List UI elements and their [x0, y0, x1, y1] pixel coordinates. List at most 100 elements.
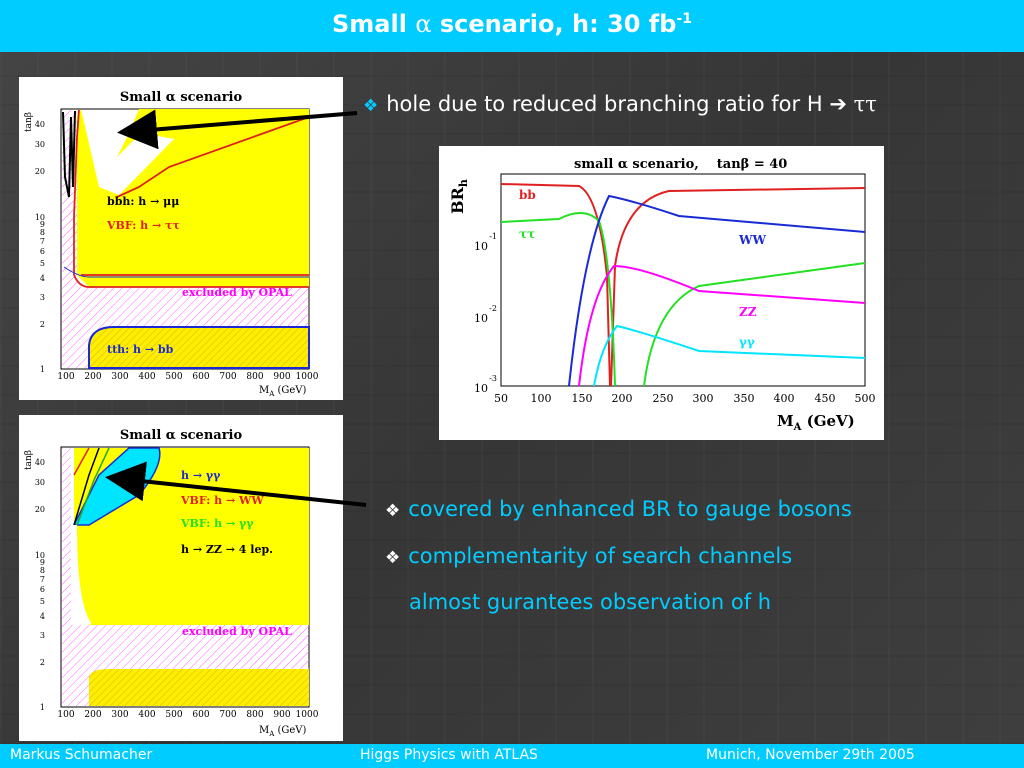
svg-text:7: 7	[40, 237, 45, 246]
svg-text:800: 800	[246, 372, 263, 382]
svg-text:-1: -1	[489, 232, 497, 241]
svg-text:400: 400	[138, 710, 155, 720]
svg-text:50: 50	[494, 392, 508, 405]
svg-text:300: 300	[111, 710, 128, 720]
bullet-complementarity: ❖ complementarity of search channels	[385, 544, 793, 568]
br-x-axis-label: MA (GeV)	[777, 412, 855, 433]
svg-text:1: 1	[40, 703, 45, 712]
svg-text:9: 9	[40, 558, 45, 567]
title-bar: Small α scenario, h: 30 fb-1	[0, 0, 1024, 52]
svg-text:450: 450	[815, 392, 836, 405]
svg-text:8: 8	[40, 566, 45, 575]
svg-text:1000: 1000	[296, 372, 319, 382]
series-bb-high	[610, 187, 866, 387]
svg-text:4: 4	[40, 274, 45, 283]
series-label-zz: ZZ	[739, 305, 757, 319]
series-label-gammagamma: γγ	[739, 335, 755, 349]
svg-text:600: 600	[192, 372, 209, 382]
label-vbf-tautau: VBF: h → ττ	[106, 219, 180, 232]
arrow-to-bottom-region	[105, 461, 367, 507]
footer-bar: Markus Schumacher Higgs Physics with ATL…	[0, 744, 1024, 768]
svg-text:8: 8	[40, 228, 45, 237]
svg-text:400: 400	[138, 372, 155, 382]
bullet-observation: almost gurantees observation of h	[409, 590, 772, 614]
svg-text:2: 2	[40, 320, 45, 329]
svg-text:-2: -2	[489, 304, 497, 313]
svg-text:20: 20	[35, 505, 45, 514]
svg-text:10: 10	[474, 240, 488, 253]
svg-text:10: 10	[35, 551, 45, 560]
label-opal: excluded by OPAL	[182, 625, 292, 638]
branching-ratio-plot: small α scenario, tanβ = 40 BRh 10 -1 10 -2…	[439, 146, 884, 440]
svg-text:800: 800	[246, 710, 263, 720]
series-bb-low	[500, 183, 611, 387]
svg-text:3: 3	[40, 631, 45, 640]
plot-title: Small α scenario	[120, 90, 243, 105]
svg-text:200: 200	[612, 392, 633, 405]
footer-place: Munich, November 29th 2005	[706, 747, 915, 763]
svg-text:40: 40	[35, 458, 45, 467]
svg-text:2: 2	[40, 658, 45, 667]
svg-text:10: 10	[474, 382, 488, 395]
plot-title: Small α scenario	[120, 428, 243, 443]
svg-text:30: 30	[35, 140, 45, 149]
svg-text:1: 1	[40, 365, 45, 374]
series-label-bb: bb	[519, 188, 536, 202]
label-bbh: bbh: h → μμ	[107, 195, 179, 208]
label-opal: excluded by OPAL	[182, 286, 292, 299]
svg-text:350: 350	[734, 392, 755, 405]
svg-text:6: 6	[40, 247, 45, 256]
bullet-diamond-icon: ❖	[385, 501, 401, 521]
svg-text:6: 6	[40, 585, 45, 594]
br-plot-title: small α scenario, tanβ = 40	[574, 157, 787, 172]
label-h-gammagamma: h → γγ	[181, 469, 221, 482]
br-y-axis-label: BRh	[448, 179, 470, 214]
svg-text:500: 500	[165, 710, 182, 720]
svg-text:900: 900	[273, 372, 290, 382]
footer-talk: Higgs Physics with ATLAS	[360, 747, 538, 763]
svg-text:250: 250	[653, 392, 674, 405]
svg-text:900: 900	[273, 710, 290, 720]
svg-text:1000: 1000	[296, 710, 319, 720]
svg-text:5: 5	[40, 597, 45, 606]
svg-text:100: 100	[531, 392, 552, 405]
label-zz-4lep: h → ZZ → 4 lep.	[181, 543, 273, 556]
bullet-covered: ❖ covered by enhanced BR to gauge bosons	[385, 497, 852, 521]
svg-text:500: 500	[165, 372, 182, 382]
bullet-diamond-icon: ❖	[363, 96, 379, 116]
footer-author: Markus Schumacher	[10, 747, 153, 763]
svg-text:3: 3	[40, 293, 45, 302]
y-axis-label: tanβ	[24, 450, 34, 470]
series-tautau-high	[643, 262, 866, 387]
bullet-hole: ❖ hole due to reduced branching ratio for…	[363, 92, 877, 116]
series-tautau-low	[500, 212, 616, 387]
svg-text:150: 150	[572, 392, 593, 405]
x-axis-label: MA (GeV)	[259, 385, 307, 398]
slide-title: Small α scenario, h: 30 fb-1	[332, 10, 692, 38]
label-vbf-ww: VBF: h → WW	[180, 494, 264, 507]
bottom-exclusion-plot: Small α scenario 100 200 300 400 500 600…	[19, 415, 343, 741]
svg-text:700: 700	[219, 372, 236, 382]
svg-text:4: 4	[40, 612, 45, 621]
svg-text:200: 200	[84, 372, 101, 382]
x-axis-label: MA (GeV)	[259, 725, 307, 738]
arrow-to-top-hole	[117, 109, 358, 150]
svg-text:5: 5	[40, 259, 45, 268]
svg-text:200: 200	[84, 710, 101, 720]
svg-text:300: 300	[111, 372, 128, 382]
svg-text:500: 500	[855, 392, 876, 405]
series-zz	[578, 264, 866, 387]
svg-text:300: 300	[693, 392, 714, 405]
label-vbf-gammagamma: VBF: h → γγ	[180, 517, 254, 530]
label-tth: tth: h → bb	[107, 343, 174, 356]
svg-text:10: 10	[35, 213, 45, 222]
series-label-ww: WW	[738, 233, 766, 247]
svg-text:-3: -3	[489, 374, 497, 383]
series-ww	[568, 194, 866, 387]
series-label-tautau: ττ	[519, 227, 535, 241]
bullet-diamond-icon: ❖	[385, 548, 401, 568]
y-axis-label: tanβ	[24, 112, 34, 132]
svg-text:700: 700	[219, 710, 236, 720]
svg-text:40: 40	[35, 120, 45, 129]
